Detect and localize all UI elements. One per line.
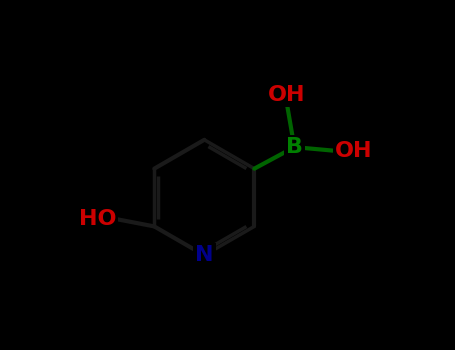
Text: OH: OH <box>335 141 372 161</box>
Text: HO: HO <box>79 209 116 229</box>
Text: B: B <box>286 137 303 157</box>
Text: OH: OH <box>268 85 305 105</box>
Text: N: N <box>195 245 213 265</box>
